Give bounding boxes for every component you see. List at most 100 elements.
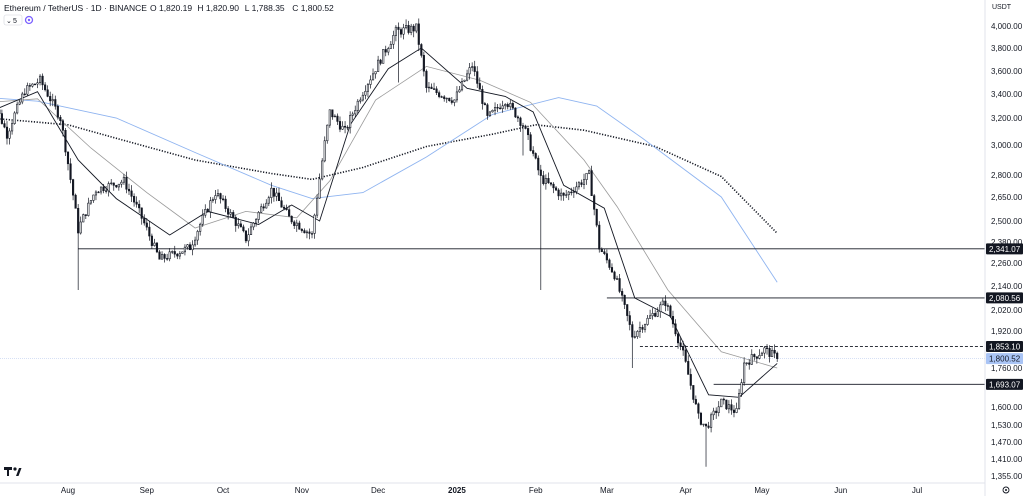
candle[interactable]	[163, 253, 166, 263]
candle[interactable]	[61, 118, 64, 137]
candle[interactable]	[89, 200, 92, 205]
candle[interactable]	[493, 102, 497, 116]
candle[interactable]	[206, 207, 209, 213]
candle[interactable]	[722, 397, 725, 405]
candle[interactable]	[422, 51, 425, 77]
symbol-title[interactable]: Ethereum / TetherUS · 1D · BINANCE	[4, 3, 147, 13]
candle[interactable]	[760, 351, 764, 356]
candle[interactable]	[430, 83, 433, 90]
candle[interactable]	[666, 303, 669, 311]
candle[interactable]	[336, 113, 339, 126]
candle[interactable]	[727, 400, 730, 414]
candle[interactable]	[527, 127, 530, 140]
candle[interactable]	[773, 344, 776, 359]
candle[interactable]	[275, 187, 278, 202]
candle[interactable]	[272, 187, 275, 202]
candle[interactable]	[450, 97, 453, 105]
candle[interactable]	[509, 99, 512, 110]
candle[interactable]	[374, 71, 377, 79]
candle[interactable]	[590, 165, 593, 197]
candle[interactable]	[216, 189, 220, 198]
candle[interactable]	[758, 349, 761, 360]
candle[interactable]	[671, 310, 675, 328]
candle[interactable]	[204, 204, 207, 218]
candle[interactable]	[92, 194, 95, 203]
candle[interactable]	[318, 173, 321, 199]
candle[interactable]	[384, 45, 387, 57]
candle[interactable]	[120, 179, 123, 188]
candle[interactable]	[448, 97, 451, 102]
candle[interactable]	[582, 173, 586, 190]
price-axis-label[interactable]: 1,693.07	[986, 378, 1023, 390]
candle[interactable]	[577, 181, 580, 190]
candle[interactable]	[440, 95, 443, 98]
candle[interactable]	[8, 128, 11, 145]
candle[interactable]	[18, 99, 21, 106]
candle[interactable]	[283, 204, 286, 211]
candle[interactable]	[366, 82, 370, 98]
candle[interactable]	[16, 101, 19, 115]
candle[interactable]	[298, 220, 301, 230]
candle[interactable]	[328, 109, 331, 128]
candle[interactable]	[537, 155, 540, 176]
candle[interactable]	[488, 111, 492, 117]
candle[interactable]	[127, 183, 131, 196]
candle[interactable]	[483, 101, 486, 106]
candle[interactable]	[102, 184, 105, 194]
candle[interactable]	[305, 229, 309, 239]
candle[interactable]	[173, 245, 176, 258]
candle[interactable]	[285, 204, 288, 211]
candle[interactable]	[196, 229, 199, 245]
candle[interactable]	[94, 190, 98, 201]
candle[interactable]	[354, 105, 357, 118]
candle[interactable]	[519, 116, 522, 132]
candle[interactable]	[735, 402, 738, 414]
candle[interactable]	[323, 136, 326, 163]
candle[interactable]	[651, 308, 654, 320]
candle[interactable]	[143, 214, 146, 226]
candle[interactable]	[49, 91, 52, 107]
candle[interactable]	[359, 97, 362, 104]
candle[interactable]	[669, 304, 672, 318]
candle[interactable]	[593, 194, 596, 216]
candle[interactable]	[239, 220, 242, 228]
candle[interactable]	[486, 103, 489, 120]
candle[interactable]	[181, 251, 184, 254]
candle[interactable]	[252, 222, 255, 231]
candle[interactable]	[107, 181, 110, 197]
candle[interactable]	[265, 199, 268, 209]
candle[interactable]	[557, 188, 560, 201]
candle[interactable]	[140, 207, 143, 225]
candle[interactable]	[458, 86, 461, 93]
candle[interactable]	[554, 186, 558, 191]
candle[interactable]	[565, 189, 568, 198]
candle[interactable]	[188, 242, 192, 251]
candle[interactable]	[768, 345, 771, 363]
candle[interactable]	[288, 205, 291, 217]
candle[interactable]	[399, 27, 403, 38]
candle[interactable]	[410, 23, 413, 36]
candle[interactable]	[148, 221, 151, 241]
candle[interactable]	[79, 216, 82, 235]
candle[interactable]	[377, 55, 380, 72]
candle[interactable]	[481, 85, 484, 110]
candle[interactable]	[66, 151, 70, 171]
candle[interactable]	[125, 171, 128, 194]
tradingview-logo[interactable]	[4, 467, 22, 476]
candle[interactable]	[547, 172, 550, 184]
candle[interactable]	[702, 423, 705, 427]
candle[interactable]	[615, 275, 619, 281]
candle[interactable]	[443, 95, 446, 102]
candle[interactable]	[748, 359, 751, 370]
candle[interactable]	[605, 249, 608, 264]
candle[interactable]	[732, 405, 736, 418]
candle[interactable]	[412, 24, 415, 38]
candle[interactable]	[64, 128, 67, 157]
candle[interactable]	[0, 109, 3, 125]
candle[interactable]	[260, 203, 263, 213]
symbol-legend[interactable]: Ethereum / TetherUS · 1D · BINANCE O 1,8…	[4, 3, 334, 13]
candle[interactable]	[504, 103, 507, 110]
candle[interactable]	[110, 179, 113, 186]
candle[interactable]	[626, 304, 629, 322]
